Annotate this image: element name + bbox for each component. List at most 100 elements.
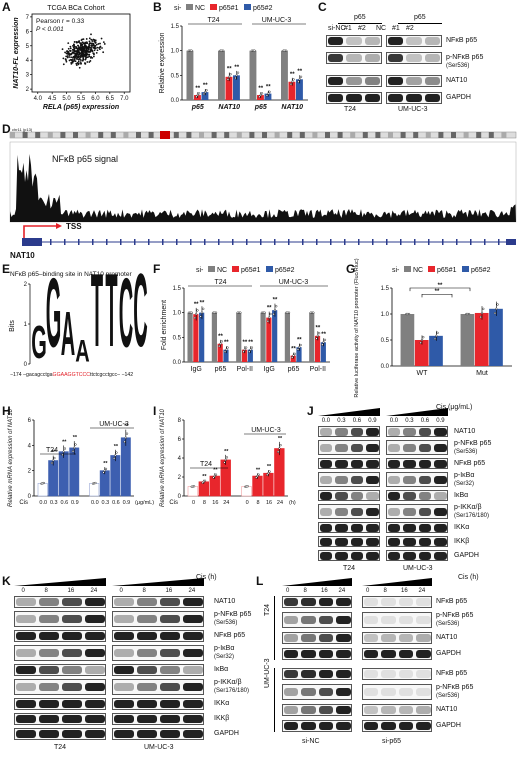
y-tick-label: 4: [178, 456, 182, 462]
band: [318, 634, 333, 642]
scatter-point: [81, 48, 84, 51]
lane-label: 16: [401, 588, 408, 594]
blot-strip: [318, 550, 380, 561]
bar-NC: [260, 312, 266, 362]
legend-swatch: [404, 266, 411, 272]
band: [335, 443, 348, 452]
ideogram-band: [60, 132, 66, 138]
data-dot: [407, 312, 411, 316]
bar: [274, 448, 285, 497]
band: [113, 632, 134, 640]
scatter-point: [78, 53, 81, 56]
band: [283, 650, 298, 658]
ideogram-band: [262, 132, 267, 138]
bar: [89, 483, 100, 497]
ideogram-band: [388, 132, 393, 138]
band: [350, 427, 363, 436]
band: [182, 598, 203, 606]
treatment-label: Cis (h): [196, 574, 217, 581]
legend-label: p65#1: [437, 267, 457, 274]
significance-mark: **: [321, 332, 326, 338]
ideogram-band: [501, 132, 507, 138]
data-dot: [277, 450, 280, 453]
data-dot: [268, 470, 271, 473]
panel-d-chip-track: chr11 (p13) NFκB p65 signal TSS NAT10: [9, 127, 517, 260]
bar: [58, 451, 69, 497]
gene-end-block: [506, 239, 516, 245]
band: [318, 650, 333, 658]
scatter-point: [73, 41, 76, 43]
band: [113, 615, 134, 623]
band: [84, 598, 105, 606]
data-dot: [279, 444, 282, 447]
band: [366, 551, 379, 560]
band: [363, 650, 378, 658]
x-tick-label: 0.6: [60, 500, 68, 506]
exon: [92, 239, 94, 245]
band: [398, 616, 413, 624]
bar-p65-2: [272, 310, 278, 362]
row-label: GAPDH: [436, 722, 461, 729]
y-tick-label: 2: [24, 282, 28, 288]
y-tick-label: 6: [28, 418, 32, 424]
band: [84, 615, 105, 623]
band: [416, 722, 431, 730]
band: [364, 94, 381, 102]
band: [327, 77, 344, 85]
bar-p65-1: [225, 76, 233, 100]
scatter-point: [88, 37, 91, 40]
scatter-point: [82, 57, 85, 60]
blot-strip: [386, 550, 448, 561]
bar-p65-2: [264, 93, 272, 100]
panel-a-points: [61, 33, 106, 69]
data-dot: [420, 338, 424, 342]
x-tick-label: 24: [223, 500, 229, 506]
band: [136, 683, 157, 691]
scatter-point: [62, 63, 65, 66]
exon: [162, 239, 164, 245]
panel-c-western-blot: p65 p65 si-NC #1 #2 NC #1 #2 NFκB p65 p-NFκB p65 N…: [326, 14, 520, 114]
data-dot: [192, 485, 196, 488]
y-tick-label: 1.5: [173, 286, 182, 292]
scatter-point: [82, 50, 85, 53]
x-category-label: Pol-II: [310, 366, 326, 373]
gradient-wedge: [112, 578, 204, 586]
data-dot: [53, 456, 56, 460]
band: [61, 730, 82, 738]
data-dot: [218, 345, 221, 348]
y-tick-label: 0.5: [173, 335, 182, 341]
data-dot: [190, 49, 193, 52]
group-label: UM-UC-3: [251, 427, 281, 434]
band: [136, 730, 157, 738]
band: [416, 688, 431, 696]
band: [136, 632, 157, 640]
band: [366, 459, 379, 468]
scatter-point: [69, 58, 72, 61]
blot-strip: [318, 536, 380, 547]
cell-label: T24: [343, 565, 356, 572]
ideogram-band: [425, 132, 431, 138]
data-dot: [196, 93, 199, 97]
scatter-point: [74, 53, 77, 56]
band: [363, 598, 378, 606]
scatter-point: [68, 56, 71, 58]
band: [381, 634, 396, 642]
scatter-point: [101, 47, 103, 49]
blot-strip: [386, 490, 448, 501]
band: [159, 649, 180, 657]
band: [113, 715, 134, 723]
exon: [316, 239, 318, 245]
scatter-point: [92, 44, 95, 46]
band: [15, 649, 36, 657]
data-dot: [243, 348, 246, 351]
bar-NC: [284, 312, 291, 362]
scatter-point: [66, 55, 69, 57]
band: [61, 666, 82, 674]
bar-NC: [281, 50, 288, 100]
lane-label: 24: [188, 588, 196, 594]
y-tick-label: 1.5: [381, 286, 390, 292]
legend-swatch: [462, 266, 469, 272]
band: [350, 491, 363, 500]
band: [403, 427, 416, 436]
ideogram-band: [211, 132, 217, 138]
